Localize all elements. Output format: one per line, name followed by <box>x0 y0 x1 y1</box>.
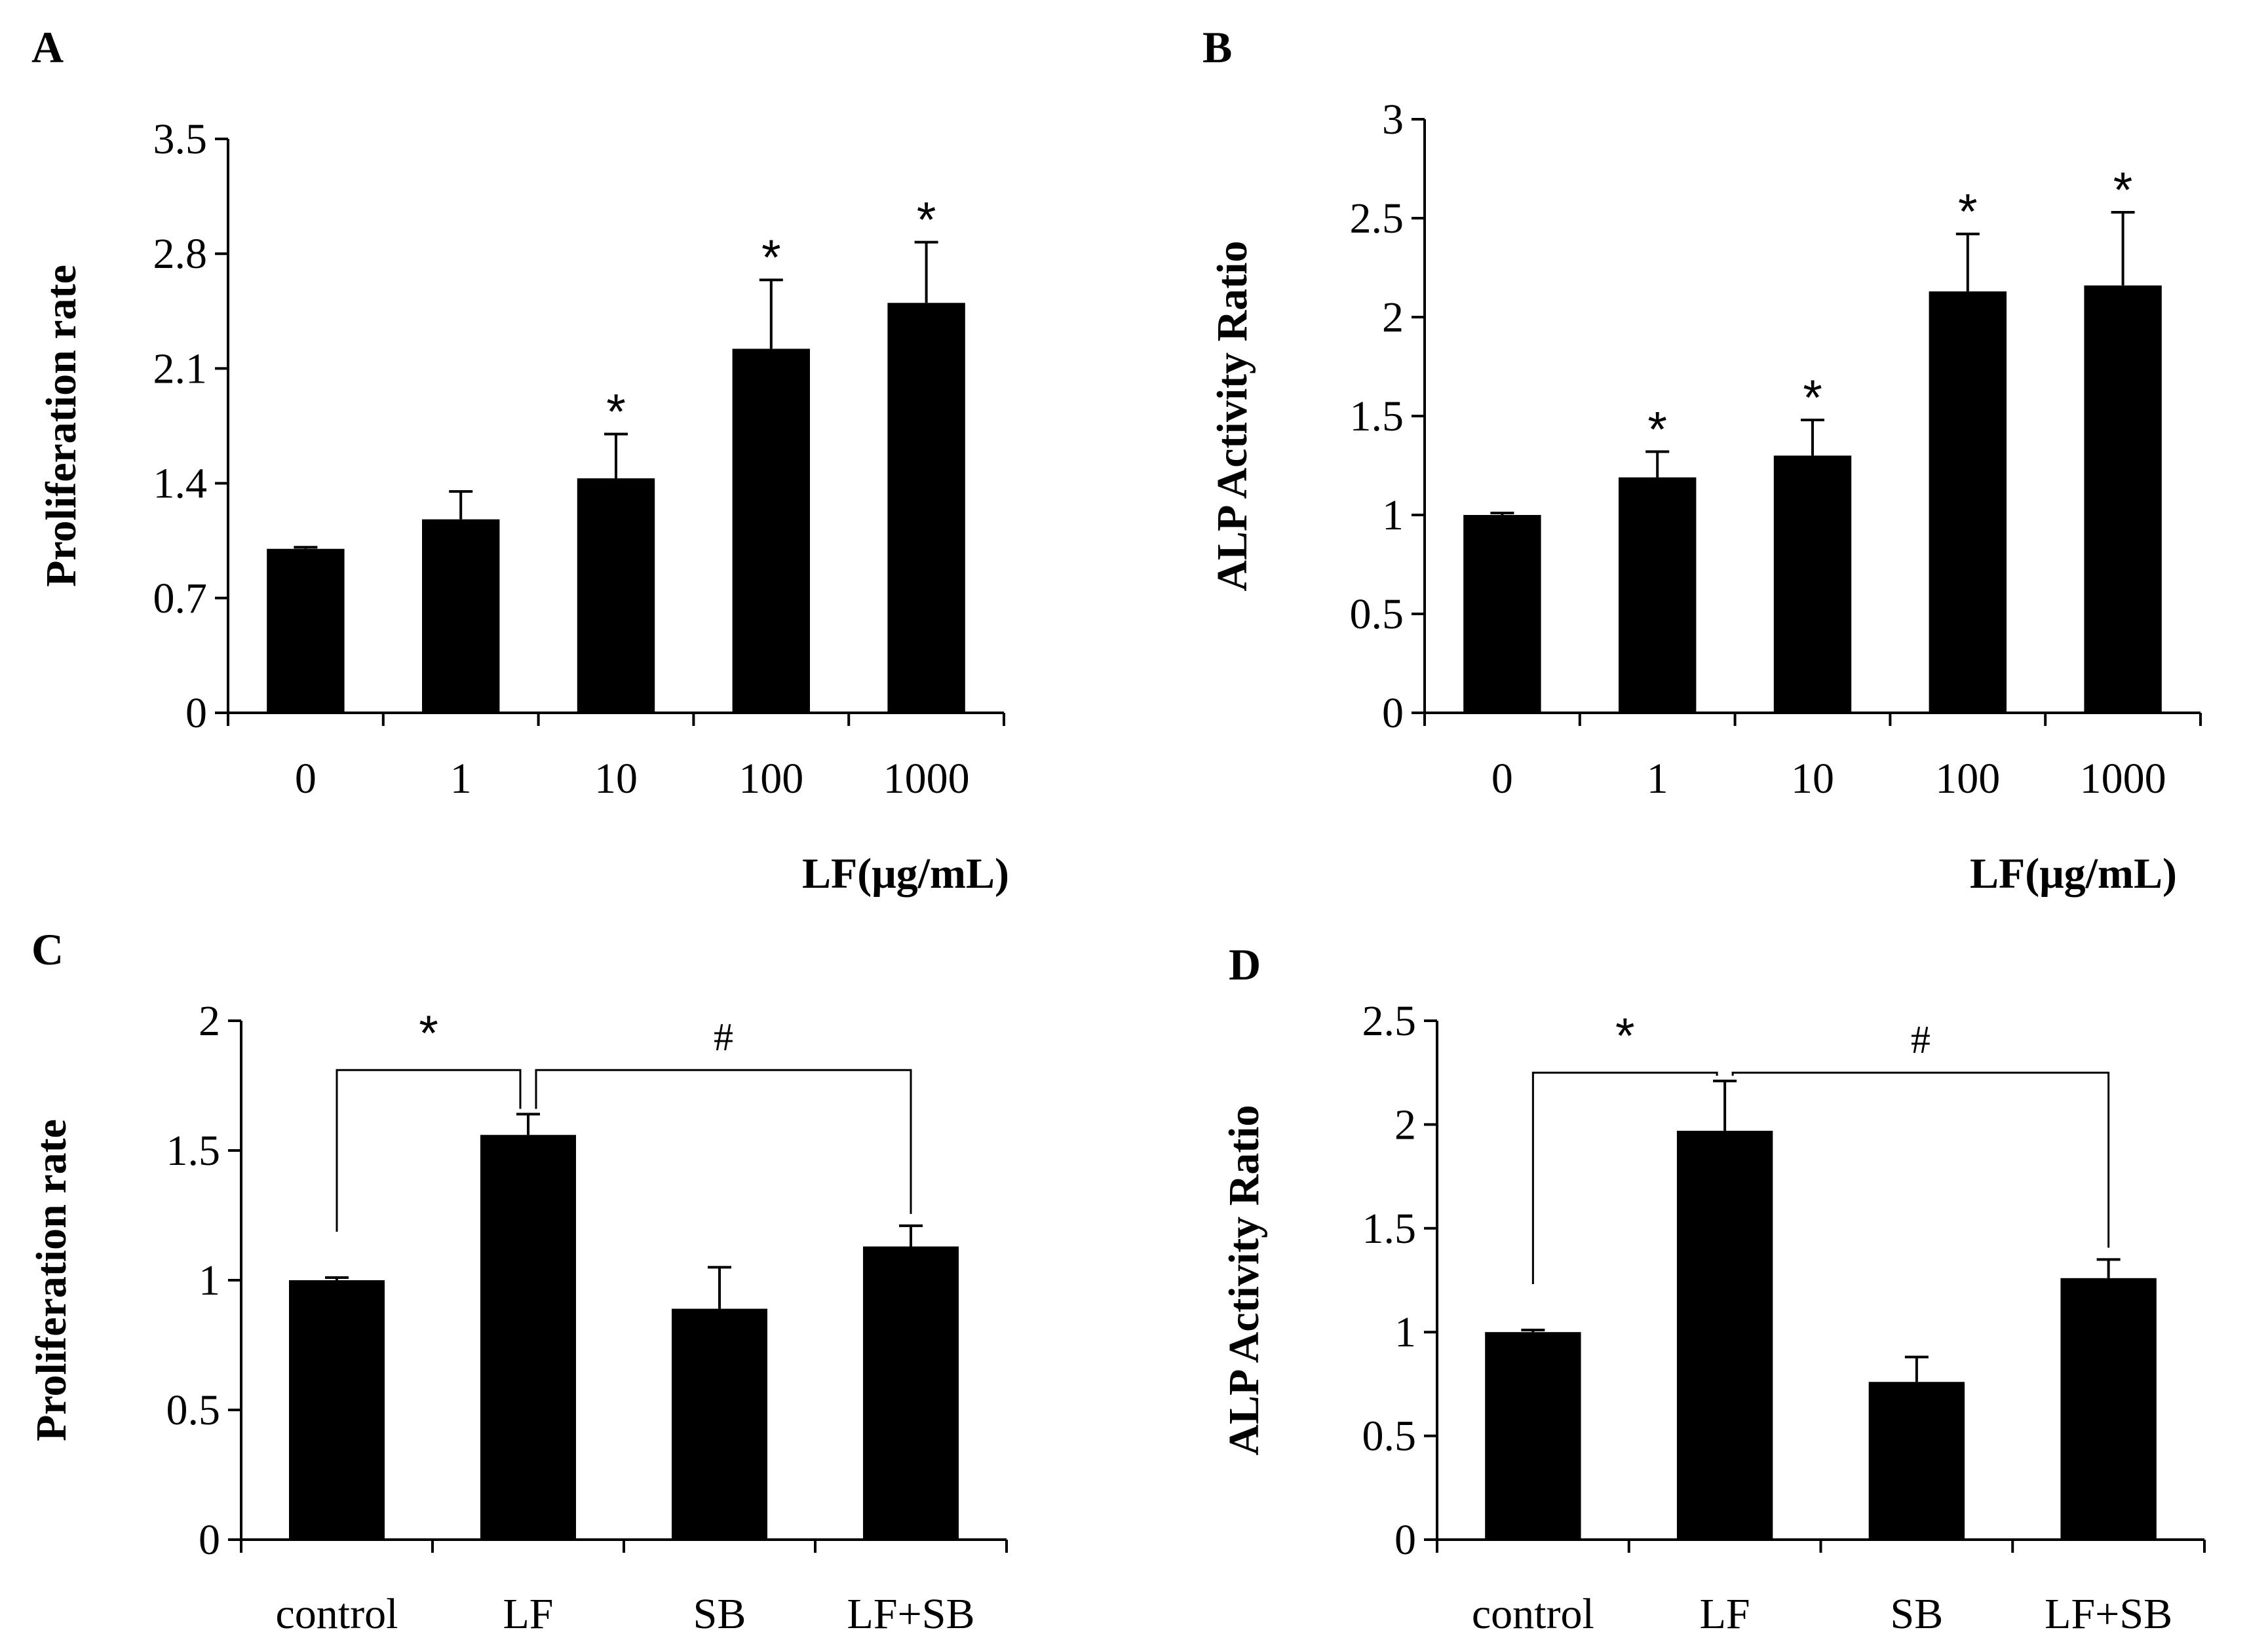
category-label: LF+SB <box>847 1590 975 1634</box>
y-axis-title: ALP Activity Ratio <box>1220 1105 1268 1455</box>
y-tick-label: 2.1 <box>153 345 208 392</box>
comparison-bracket: # <box>535 1016 912 1214</box>
y-axis-title: Proliferation rate <box>28 1119 75 1441</box>
panel-letter: B <box>1202 22 1232 72</box>
bracket-label: * <box>1615 1008 1635 1064</box>
category-label: SB <box>1891 1590 1944 1634</box>
bar <box>887 303 965 713</box>
panel-c: C 0 0.5 1 1.5 2 control LF SB LF+SB Proliferation … <box>28 924 1008 1634</box>
category-label: 10 <box>594 755 638 803</box>
bar <box>863 1246 959 1540</box>
category-label: LF <box>1700 1590 1750 1634</box>
panel-letter: C <box>31 924 64 974</box>
panel-d: D 0 0.5 1 1.5 2 2.5 control LF SB LF+SB ALP Activit… <box>1220 940 2206 1634</box>
bracket-label: # <box>1911 1018 1931 1061</box>
y-tick-label: 0 <box>199 1516 220 1564</box>
bar <box>480 1135 576 1540</box>
y-tick-label: 0 <box>1382 689 1404 737</box>
bar <box>1773 455 1852 713</box>
category-label: LF+SB <box>2045 1590 2172 1634</box>
category-label: control <box>276 1590 398 1634</box>
category-label: 1 <box>1647 755 1668 803</box>
significance-marker: * <box>1958 184 1978 240</box>
y-tick-label: 0.5 <box>166 1386 221 1434</box>
bracket-line <box>336 1069 522 1232</box>
x-axis-title: LF(μg/mL) <box>1970 850 2177 898</box>
y-tick-label: 0.5 <box>1362 1413 1417 1460</box>
bar <box>267 548 345 713</box>
bar <box>289 1280 385 1540</box>
y-tick-label: 3.5 <box>153 115 208 163</box>
category-label: 1 <box>450 755 472 803</box>
bracket-line <box>535 1069 912 1214</box>
y-tick-label: 2 <box>1382 294 1404 341</box>
y-tick-label: 1 <box>1394 1308 1416 1356</box>
panel-letter: A <box>31 22 64 72</box>
y-tick-label: 0 <box>1394 1516 1416 1564</box>
y-tick-label: 1.4 <box>153 460 208 508</box>
comparison-bracket: * <box>1531 1008 1718 1285</box>
y-tick-label: 2.8 <box>153 230 208 278</box>
y-tick-label: 3 <box>1382 96 1404 143</box>
significance-marker: * <box>917 193 936 248</box>
category-label: LF <box>503 1590 553 1634</box>
bar <box>1868 1382 1965 1540</box>
y-tick-label: 1 <box>199 1257 220 1304</box>
y-tick-label: 1.5 <box>1362 1205 1417 1253</box>
bracket-line <box>1531 1071 1718 1285</box>
bar <box>732 349 810 713</box>
significance-marker: * <box>761 230 781 286</box>
y-axis-title: Proliferation rate <box>37 265 85 587</box>
bracket-line <box>1731 1071 2110 1248</box>
y-tick-label: 0.7 <box>153 575 208 622</box>
bar <box>1929 291 2007 713</box>
y-tick-label: 2 <box>1394 1101 1416 1149</box>
category-label: 10 <box>1791 755 1834 803</box>
bar <box>672 1308 767 1540</box>
significance-marker: * <box>1803 370 1822 426</box>
x-axis-title: LF(μg/mL) <box>802 850 1009 898</box>
bar <box>1463 515 1541 713</box>
bar <box>2060 1278 2157 1540</box>
bracket-label: * <box>419 1006 438 1061</box>
significance-marker: * <box>1647 402 1667 457</box>
significance-marker: * <box>606 385 626 440</box>
comparison-bracket: # <box>1731 1018 2110 1248</box>
category-label: control <box>1472 1590 1594 1634</box>
y-tick-label: 0 <box>185 689 207 737</box>
y-tick-label: 2.5 <box>1350 195 1404 242</box>
y-tick-label: 1 <box>1382 491 1404 539</box>
category-label: 1000 <box>2080 755 2166 803</box>
bar <box>1485 1332 1581 1540</box>
y-tick-label: 2 <box>199 997 220 1045</box>
bracket-label: # <box>714 1016 733 1059</box>
bar <box>2084 285 2162 713</box>
panel-a: A 0 0.7 1.4 2.1 2.8 3.5 0 1 10 * 100 * 1000 * Prolifera… <box>31 22 1009 898</box>
panel-b: B 0 0.5 1 1.5 2 2.5 3 0 1 * 10 * 100 * 1000 * ALP Activit… <box>1202 22 2202 898</box>
y-axis-title: ALP Activity Ratio <box>1208 240 1256 591</box>
bar <box>1676 1130 1773 1540</box>
category-label: 0 <box>1491 755 1513 803</box>
panel-letter: D <box>1229 940 1261 989</box>
bar <box>577 478 655 713</box>
y-tick-label: 1.5 <box>1350 392 1404 440</box>
bar <box>422 519 500 713</box>
y-tick-label: 2.5 <box>1362 997 1417 1045</box>
category-label: 0 <box>295 755 317 803</box>
comparison-bracket: * <box>336 1006 522 1232</box>
y-tick-label: 1.5 <box>166 1127 221 1175</box>
category-label: 100 <box>1935 755 2000 803</box>
category-label: 1000 <box>883 755 970 803</box>
category-label: 100 <box>739 755 803 803</box>
significance-marker: * <box>2113 162 2133 218</box>
category-label: SB <box>693 1590 746 1634</box>
y-tick-label: 0.5 <box>1350 590 1404 638</box>
bar <box>1619 477 1697 713</box>
